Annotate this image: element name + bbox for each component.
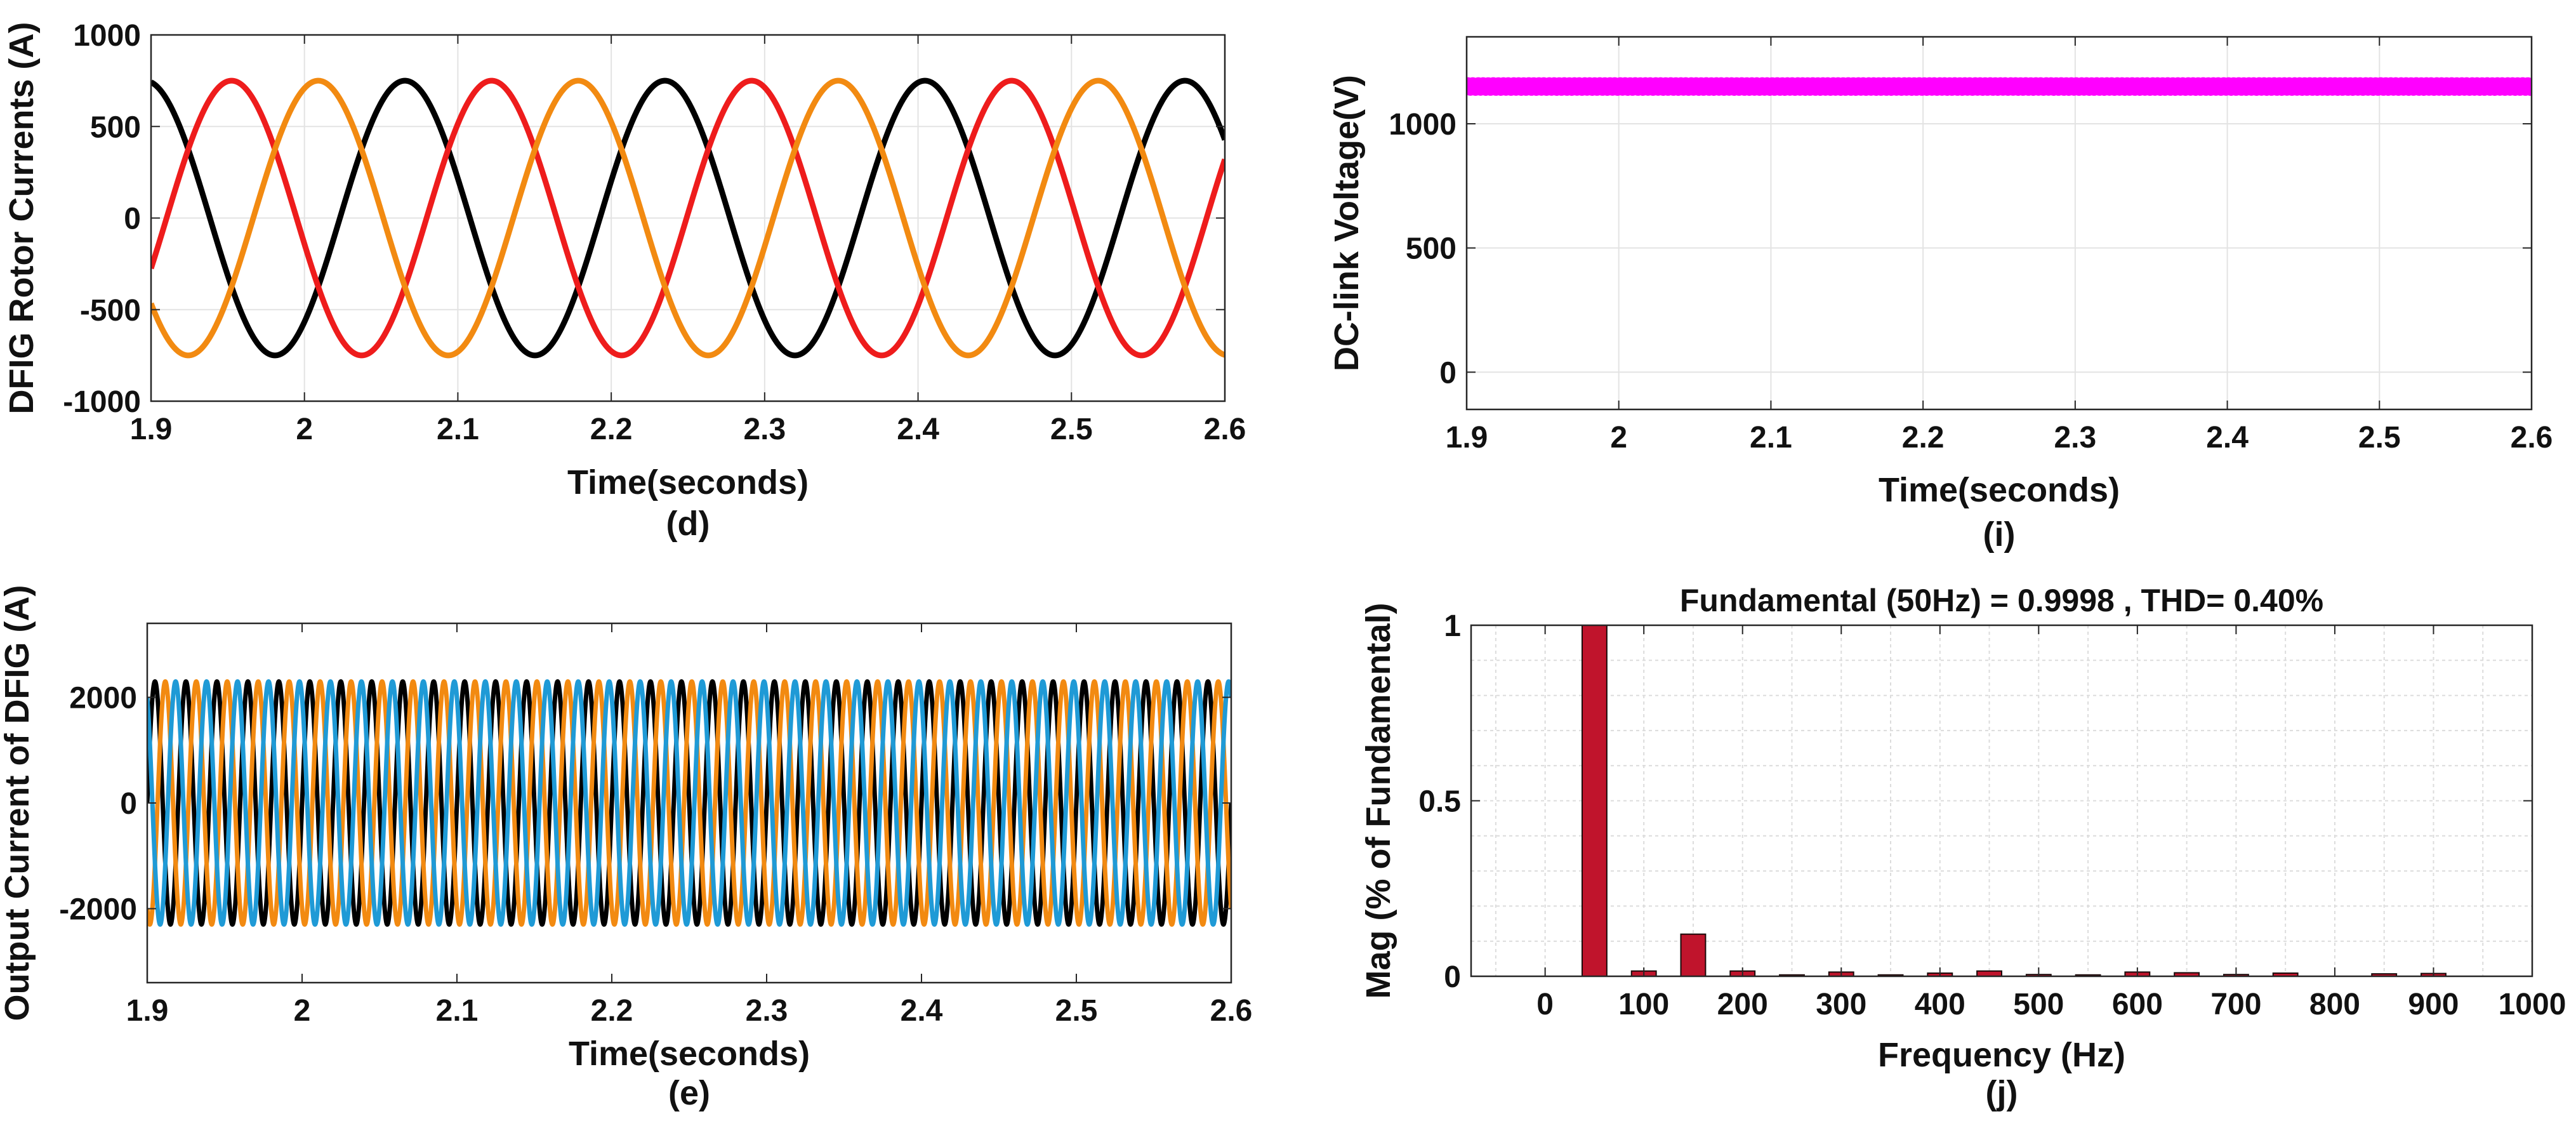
series-line-e-2: [147, 679, 1231, 927]
x-tick-label: 2.5: [2358, 421, 2401, 455]
x-axis-label: Time(seconds): [569, 1035, 810, 1073]
plot-area-i: [1467, 37, 2532, 409]
y-tick-label: 2000: [69, 682, 137, 715]
series-line-e-1: [147, 679, 1231, 927]
data-layer-d: [151, 77, 1225, 359]
x-tick-label: 2.1: [436, 994, 479, 1028]
bar-850hz: [2371, 973, 2398, 976]
y-tick-label: -1000: [63, 385, 141, 419]
y-tick-label: -2000: [59, 892, 137, 926]
x-tick-label: 2.2: [590, 413, 633, 446]
x-tick-label: 2.6: [1204, 413, 1246, 446]
x-tick-label: 2.4: [901, 994, 943, 1028]
y-tick-label: 1000: [1389, 108, 1456, 142]
x-tick-label: 2.5: [1055, 994, 1098, 1028]
panel-caption: (d): [666, 505, 710, 543]
x-tick-label: 2.2: [1902, 421, 1945, 455]
x-tick-label: 2.4: [897, 413, 939, 446]
y-tick-label: 0.5: [1418, 785, 1461, 819]
x-tick-label: 800: [2309, 988, 2360, 1021]
x-tick-label: 2: [296, 413, 313, 446]
x-tick-label: 2.3: [2054, 421, 2096, 455]
x-tick-label: 2.6: [2511, 421, 2553, 455]
x-tick-label: 1.9: [1446, 421, 1488, 455]
chart-title: Fundamental (50Hz) = 0.9998 , THD= 0.40%: [1680, 583, 2323, 618]
panel-caption: (i): [1983, 515, 2016, 554]
x-tick-label: 2.4: [2206, 421, 2249, 455]
axes-box-i: [1465, 36, 2533, 411]
x-tick-label: 2.1: [437, 413, 479, 446]
y-tick-label: 0: [1444, 960, 1461, 994]
x-tick-label: 2.3: [743, 413, 786, 446]
x-tick-label: 1000: [2499, 988, 2566, 1021]
x-tick-label: 500: [2013, 988, 2064, 1021]
x-tick-label: 2.6: [1210, 994, 1253, 1028]
series-line-d-0: [151, 77, 1225, 359]
series-line-d-1: [151, 77, 1225, 359]
data-layer-e: [147, 679, 1231, 927]
x-tick-label: 2.3: [746, 994, 788, 1028]
x-tick-label: 2: [1610, 421, 1627, 455]
y-tick-label: 500: [1406, 232, 1456, 266]
series-line-i-0: [1467, 77, 2532, 96]
y-tick-label: 1: [1444, 609, 1461, 643]
y-axis-label: Mag (% of Fundamental): [1359, 603, 1397, 999]
y-tick-label: 500: [90, 110, 141, 144]
x-tick-label: 200: [1717, 988, 1768, 1021]
x-tick-label: 900: [2408, 988, 2459, 1021]
x-tick-label: 100: [1618, 988, 1669, 1021]
y-axis-label: DFIG Rotor Currents (A): [3, 22, 41, 415]
x-tick-label: 700: [2210, 988, 2261, 1021]
x-axis-label: Time(seconds): [567, 463, 809, 501]
bar-50hz: [1581, 625, 1608, 976]
y-tick-label: 0: [124, 202, 141, 236]
x-tick-label: 2: [294, 994, 311, 1028]
x-tick-label: 2.5: [1050, 413, 1093, 446]
y-tick-label: -500: [80, 294, 141, 328]
bar-150hz: [1680, 933, 1707, 976]
panel-caption: (e): [668, 1074, 710, 1112]
x-tick-label: 1.9: [126, 994, 169, 1028]
y-axis-label: Output Current of DFIG (A): [0, 585, 36, 1021]
data-layer-i: [1467, 77, 2532, 96]
panel-caption: (j): [1986, 1074, 2018, 1112]
y-tick-label: 0: [1439, 356, 1456, 390]
x-axis-label: Time(seconds): [1879, 471, 2120, 509]
x-tick-label: 0: [1536, 988, 1554, 1021]
y-tick-label: 1000: [73, 19, 141, 53]
y-axis-label: DC-link Voltage(V): [1328, 75, 1366, 371]
x-tick-label: 2.2: [591, 994, 633, 1028]
series-line-d-2: [151, 77, 1225, 359]
x-tick-label: 1.9: [130, 413, 173, 446]
x-tick-label: 400: [1915, 988, 1965, 1021]
x-axis-label: Frequency (Hz): [1878, 1036, 2125, 1074]
x-tick-label: 300: [1816, 988, 1866, 1021]
y-tick-label: 0: [120, 787, 137, 821]
x-tick-label: 2.1: [1750, 421, 1792, 455]
series-line-e-0: [147, 679, 1231, 927]
x-tick-label: 600: [2112, 988, 2163, 1021]
